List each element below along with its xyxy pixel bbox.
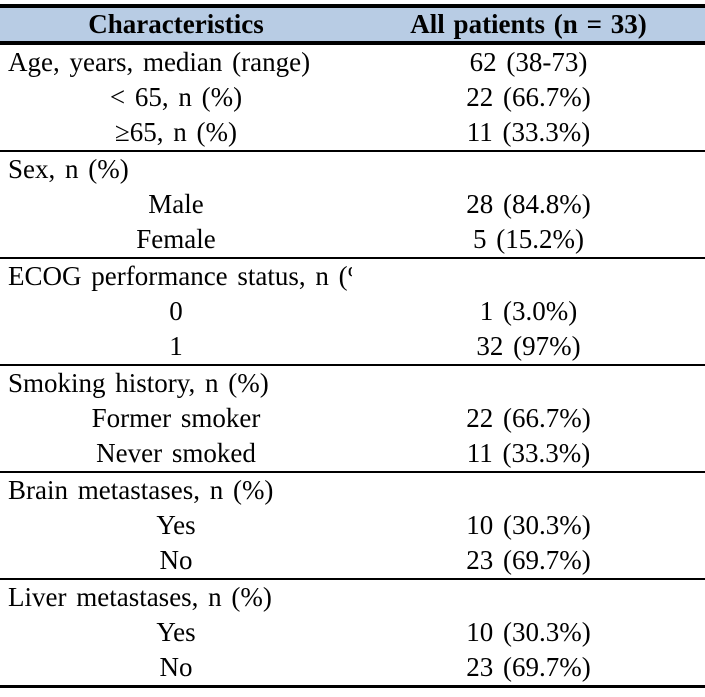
row-value	[352, 150, 705, 187]
header-characteristics: Characteristics	[0, 4, 352, 45]
row-value: 1 (3.0%)	[479, 296, 578, 326]
table-row-brain-yes: Yes 10 (30.3%)	[0, 508, 705, 543]
row-label: ECOG performance status, n (%)	[0, 257, 352, 294]
row-label: Smoking history, n (%)	[0, 364, 352, 401]
table-row-liver-yes: Yes 10 (30.3%)	[0, 615, 705, 650]
table-row-sex: Sex, n (%)	[0, 150, 705, 187]
row-value	[352, 364, 705, 401]
table-row-ecog-0: 0 1 (3.0%)	[0, 294, 705, 329]
row-value: 11 (33.3%)	[466, 438, 591, 468]
table-row-sex-female: Female 5 (15.2%)	[0, 222, 705, 258]
row-value	[352, 578, 705, 615]
row-label: 0	[169, 296, 183, 326]
table-row-sex-male: Male 28 (84.8%)	[0, 187, 705, 222]
row-value: 62 (38-73)	[469, 47, 588, 77]
row-value: 10 (30.3%)	[466, 510, 591, 540]
table-row-age: Age, years, median (range) 62 (38-73)	[0, 43, 705, 80]
row-label: Never smoked	[96, 438, 256, 468]
table-row-ecog: ECOG performance status, n (%)	[0, 257, 705, 294]
row-value: 5 (15.2%)	[473, 224, 584, 254]
table-header: Characteristics All patients (n = 33)	[0, 4, 705, 45]
table-row-smoking-never: Never smoked 11 (33.3%)	[0, 436, 705, 472]
table-row-liver-mets: Liver metastases, n (%)	[0, 578, 705, 615]
table-row-smoking-former: Former smoker 22 (66.7%)	[0, 401, 705, 436]
table-row-age-over65: ≥65, n (%) 11 (33.3%)	[0, 115, 705, 151]
row-label: No	[159, 545, 193, 575]
row-value: 23 (69.7%)	[466, 545, 591, 575]
row-label: No	[0, 650, 352, 688]
row-label: Female	[136, 224, 216, 254]
row-value: 28 (84.8%)	[466, 189, 591, 219]
row-label: Yes	[156, 510, 196, 540]
table-body: Age, years, median (range) 62 (38-73) < …	[0, 43, 705, 688]
row-label: Liver metastases, n (%)	[0, 578, 352, 615]
row-value: 23 (69.7%)	[352, 650, 705, 688]
row-value	[352, 257, 705, 294]
row-value: 10 (30.3%)	[466, 617, 591, 647]
row-label: < 65, n (%)	[109, 82, 243, 112]
row-value: 22 (66.7%)	[466, 82, 591, 112]
header-all-patients: All patients (n = 33)	[352, 4, 705, 45]
patient-characteristics-table: Characteristics All patients (n = 33) Ag…	[0, 4, 705, 688]
row-label: 1	[169, 331, 183, 361]
table-row-liver-no: No 23 (69.7%)	[0, 650, 705, 688]
row-label: Male	[148, 189, 204, 219]
table-row-brain-no: No 23 (69.7%)	[0, 543, 705, 579]
row-value: 32 (97%)	[476, 331, 581, 361]
table-row-ecog-1: 1 32 (97%)	[0, 329, 705, 365]
row-value: 22 (66.7%)	[466, 403, 591, 433]
row-value	[352, 471, 705, 508]
table-header-row: Characteristics All patients (n = 33)	[0, 4, 705, 45]
row-value: 11 (33.3%)	[466, 117, 591, 147]
table-row-brain-mets: Brain metastases, n (%)	[0, 471, 705, 508]
table-row-age-under65: < 65, n (%) 22 (66.7%)	[0, 80, 705, 115]
row-label: ≥65, n (%)	[114, 117, 238, 147]
row-label: Yes	[156, 617, 196, 647]
row-label: Sex, n (%)	[0, 150, 352, 187]
row-label: Brain metastases, n (%)	[0, 471, 352, 508]
row-label: Former smoker	[91, 403, 261, 433]
row-label: Age, years, median (range)	[8, 47, 311, 77]
table-row-smoking: Smoking history, n (%)	[0, 364, 705, 401]
